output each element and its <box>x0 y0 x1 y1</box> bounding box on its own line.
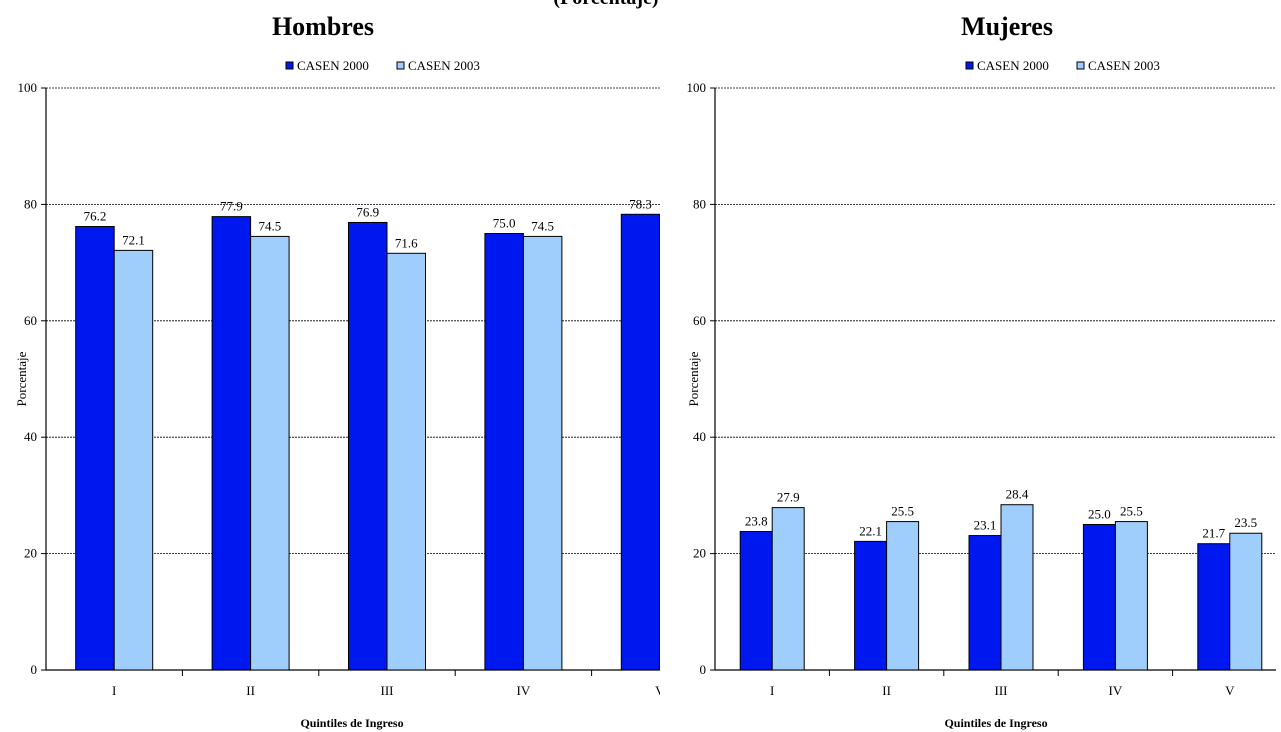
chart-mujeres: I 23.8 27.9 II 22.1 25.5 III 23.1 28.4 IV 25.0 25.5… <box>686 12 1276 730</box>
bar-casen-2003 <box>1000 504 1034 671</box>
legend-label: CASEN 2003 <box>1088 58 1160 73</box>
x-tick-label: V <box>655 683 665 698</box>
y-tick-label: 20 <box>24 546 37 561</box>
bar-casen-2000 <box>854 540 888 671</box>
data-label: 77.9 <box>220 199 243 214</box>
data-label: 76.9 <box>356 204 379 219</box>
bar-casen-2000 <box>484 233 524 671</box>
data-label: 21.7 <box>1202 526 1225 541</box>
data-label: 28.4 <box>1006 487 1029 502</box>
x-tick-label: II <box>882 683 891 698</box>
legend-label: CASEN 2003 <box>408 58 480 73</box>
bar-casen-2003 <box>771 507 805 671</box>
data-label: 75.0 <box>493 216 516 231</box>
y-tick-label: 40 <box>693 429 706 444</box>
y-tick-label: 60 <box>24 313 37 328</box>
bar-casen-2003 <box>386 252 426 671</box>
y-tick-label: 100 <box>18 80 38 95</box>
legend-swatch <box>285 61 294 70</box>
bar-casen-2003 <box>1229 532 1263 671</box>
bar-casen-2000 <box>968 535 1002 671</box>
bar-casen-2003 <box>886 521 920 671</box>
chart-hombres: I 76.2 72.1 II 77.9 74.5 III 76.9 71.6 IV 75.0 74.5… <box>14 12 665 730</box>
data-label: 74.5 <box>531 218 554 233</box>
data-label: 22.1 <box>859 523 882 538</box>
data-label: 72.1 <box>122 232 145 247</box>
data-label: 25.5 <box>1120 504 1143 519</box>
x-tick-label: IV <box>517 683 531 698</box>
x-tick-label: I <box>112 683 116 698</box>
y-axis-title: Porcentaje <box>686 351 701 406</box>
bar-casen-2003 <box>250 235 290 671</box>
data-label: 78.3 <box>629 196 652 211</box>
legend: CASEN 2000 CASEN 2003 <box>965 58 1160 73</box>
x-tick-label: I <box>770 683 774 698</box>
y-tick-label: 80 <box>693 196 706 211</box>
bar-casen-2000 <box>75 226 115 671</box>
partial-heading: (Porcentaje) <box>553 0 658 9</box>
plot-group: I 23.8 27.9 II 22.1 25.5 III 23.1 28.4 IV 25.0 25.5… <box>715 87 1276 698</box>
data-label: 23.5 <box>1234 515 1257 530</box>
x-axis-title: Quintiles de Ingreso <box>944 716 1047 730</box>
plot-group: I 76.2 72.1 II 77.9 74.5 III 76.9 71.6 IV 75.0 74.5… <box>46 87 665 698</box>
x-axis-title: Quintiles de Ingreso <box>300 716 403 730</box>
data-label: 25.0 <box>1088 507 1111 522</box>
x-tick-label: III <box>995 683 1008 698</box>
x-tick-label: III <box>381 683 394 698</box>
y-axis-title: Porcentaje <box>14 351 29 406</box>
y-tick-label: 0 <box>31 662 38 677</box>
x-tick-label: V <box>1225 683 1235 698</box>
chart-title: Hombres <box>272 12 374 41</box>
data-label: 27.9 <box>777 490 800 505</box>
data-label: 74.5 <box>258 218 281 233</box>
bar-casen-2000 <box>620 213 660 671</box>
legend-label: CASEN 2000 <box>297 58 369 73</box>
data-label: 76.2 <box>84 209 107 224</box>
data-label: 23.8 <box>745 513 768 528</box>
chart-title: Mujeres <box>961 12 1053 41</box>
bar-casen-2003 <box>113 249 154 671</box>
bar-casen-2000 <box>1082 524 1116 671</box>
legend: CASEN 2000 CASEN 2003 <box>285 58 480 73</box>
y-tick-label: 60 <box>693 313 706 328</box>
y-tick-label: 20 <box>693 546 706 561</box>
data-label: 25.5 <box>891 504 914 519</box>
y-tick-label: 0 <box>700 662 707 677</box>
legend-swatch <box>396 61 405 70</box>
bar-casen-2000 <box>1197 543 1231 671</box>
y-tick-label: 40 <box>24 429 37 444</box>
bar-casen-2000 <box>348 221 388 671</box>
data-label: 71.6 <box>395 235 418 250</box>
legend-swatch <box>965 61 974 70</box>
data-label: 23.1 <box>974 518 997 533</box>
legend-label: CASEN 2000 <box>977 58 1049 73</box>
x-tick-label: IV <box>1109 683 1123 698</box>
bar-casen-2000 <box>211 216 252 671</box>
y-tick-label: 100 <box>687 80 707 95</box>
x-tick-label: II <box>246 683 255 698</box>
bar-casen-2003 <box>522 235 563 671</box>
y-tick-label: 80 <box>24 196 37 211</box>
bar-casen-2000 <box>739 530 773 671</box>
bar-casen-2003 <box>1114 521 1148 671</box>
legend-swatch <box>1076 61 1085 70</box>
